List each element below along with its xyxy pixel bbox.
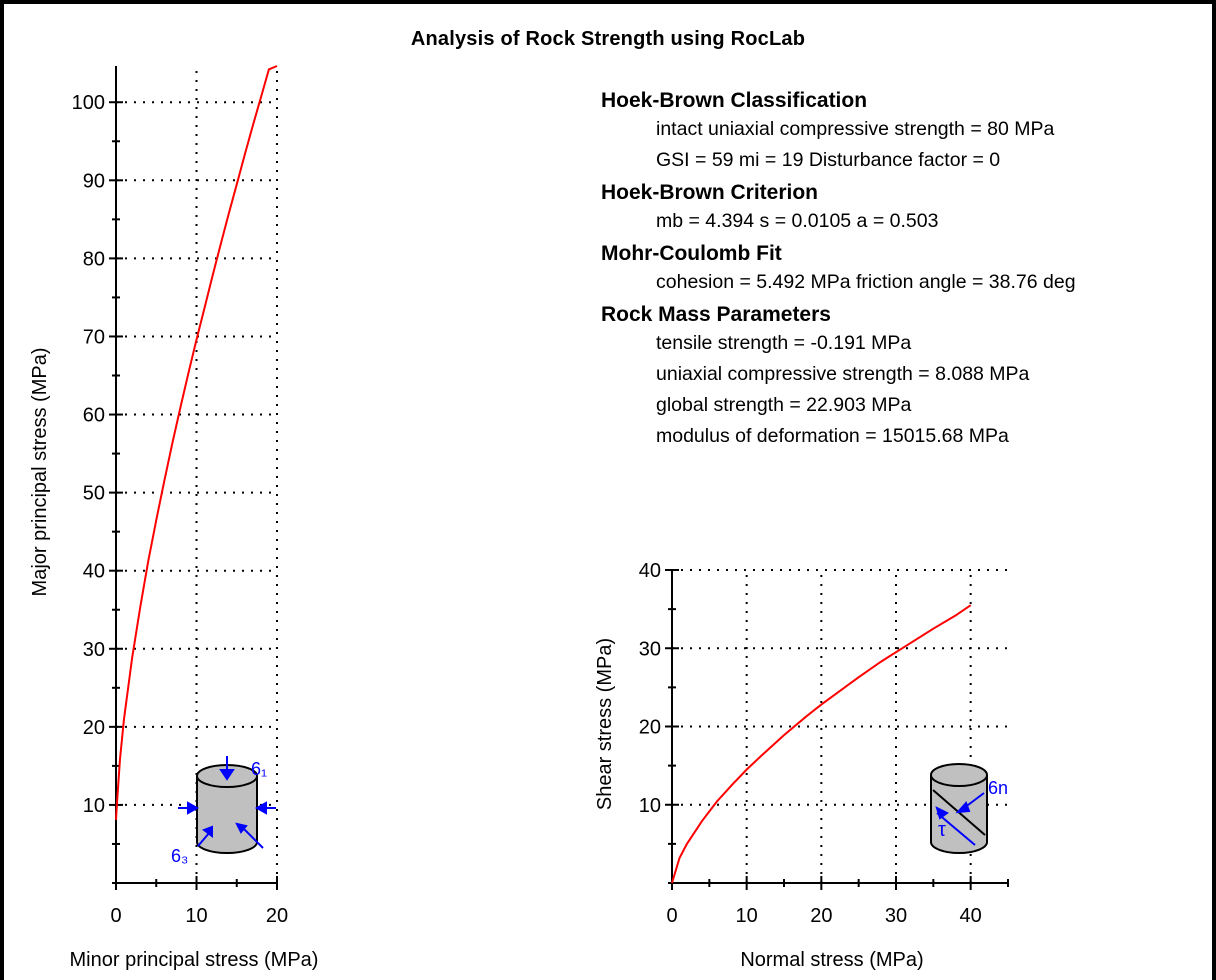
rock-mass-parameters-section: Rock Mass Parameters tensile strength = … xyxy=(601,302,1211,452)
section-heading: Rock Mass Parameters xyxy=(601,303,831,326)
y-tick-label: 30 xyxy=(639,638,661,660)
left-plot: 10 20 30 40 50 60 70 80 90 100 0 10 20 xyxy=(72,65,288,927)
right-plot: 10 20 30 40 0 10 20 30 40 xyxy=(639,560,1009,927)
tau-label: τ xyxy=(938,819,946,841)
info-line: mb = 4.394 s = 0.0105 a = 0.503 xyxy=(656,210,939,232)
section-heading: Hoek-Brown Classification xyxy=(601,89,868,112)
mohr-coulomb-fit-section: Mohr-Coulomb Fit cohesion = 5.492 MPa fr… xyxy=(601,241,1211,298)
confining-arrow-lower-right-icon xyxy=(242,827,264,849)
y-tick-label: 100 xyxy=(72,92,105,114)
right-y-axis-label: Shear stress (MPa) xyxy=(594,638,616,810)
info-line: tensile strength = -0.191 MPa xyxy=(656,332,912,354)
x-tick-label: 0 xyxy=(110,905,121,927)
info-line: modulus of deformation = 15015.68 MPa xyxy=(656,425,1009,447)
y-tick-label: 20 xyxy=(83,717,105,739)
sigma1-arrowhead-icon xyxy=(219,769,235,781)
x-tick-label: 10 xyxy=(736,905,758,927)
x-tick-label: 20 xyxy=(266,905,288,927)
section-heading: Mohr-Coulomb Fit xyxy=(601,242,782,265)
shear-stress-arrowhead-icon xyxy=(935,806,949,820)
x-tick-label: 10 xyxy=(185,905,207,927)
left-x-axis-label: Minor principal stress (MPa) xyxy=(70,949,319,971)
x-tick-label: 30 xyxy=(885,905,907,927)
confining-arrowhead-right-icon xyxy=(254,801,267,815)
info-line: cohesion = 5.492 MPa friction angle = 38… xyxy=(656,271,1076,293)
confining-arrowhead-lower-right-icon xyxy=(235,822,248,834)
hoek-brown-criterion-section: Hoek-Brown Criterion mb = 4.394 s = 0.01… xyxy=(601,180,1211,237)
y-tick-label: 50 xyxy=(83,483,105,505)
section-heading: Hoek-Brown Criterion xyxy=(601,181,819,204)
y-tick-label: 20 xyxy=(639,717,661,739)
y-tick-label: 80 xyxy=(83,248,105,270)
shear-stress-arrow-icon xyxy=(936,812,976,846)
confining-arrow-lower-left-icon xyxy=(197,831,211,847)
info-line: intact uniaxial compressive strength = 8… xyxy=(656,118,1055,140)
y-tick-label: 90 xyxy=(83,170,105,192)
y-tick-label: 40 xyxy=(639,560,661,582)
info-line: GSI = 59 mi = 19 Disturbance factor = 0 xyxy=(656,149,1001,171)
y-tick-label: 10 xyxy=(639,795,661,817)
sigma1-label: 6₁ xyxy=(251,759,267,779)
x-tick-label: 0 xyxy=(666,905,677,927)
y-tick-label: 10 xyxy=(83,795,105,817)
x-tick-label: 40 xyxy=(960,905,982,927)
y-tick-label: 40 xyxy=(83,561,105,583)
y-tick-label: 60 xyxy=(83,405,105,427)
confining-arrowhead-left-icon xyxy=(187,801,200,815)
normal-stress-arrowhead-icon xyxy=(955,801,971,814)
y-tick-label: 30 xyxy=(83,639,105,661)
left-y-axis-label: Major principal stress (MPa) xyxy=(29,348,51,597)
series-line xyxy=(115,65,278,820)
figure-title: Analysis of Rock Strength using RocLab xyxy=(410,28,806,50)
triaxial-cylinder-icon: 6₁ 6₃ xyxy=(171,756,276,866)
shear-cylinder-icon: 6n τ xyxy=(930,763,1008,854)
right-x-axis-label: Normal stress (MPa) xyxy=(740,949,923,971)
cylinder-body xyxy=(930,775,988,854)
series-line xyxy=(671,604,972,884)
info-line: global strength = 22.903 MPa xyxy=(656,394,912,416)
x-tick-label: 20 xyxy=(810,905,832,927)
parameters-panel: Hoek-Brown Classification intact uniaxia… xyxy=(601,88,1211,456)
sigma-n-label: 6n xyxy=(988,778,1008,798)
info-line: uniaxial compressive strength = 8.088 MP… xyxy=(656,363,1030,385)
sigma3-label: 6₃ xyxy=(171,846,188,866)
confining-arrowhead-lower-left-icon xyxy=(201,825,213,838)
hoek-brown-classification-section: Hoek-Brown Classification intact uniaxia… xyxy=(601,88,1211,176)
cylinder-top xyxy=(930,763,988,787)
y-tick-label: 70 xyxy=(83,326,105,348)
